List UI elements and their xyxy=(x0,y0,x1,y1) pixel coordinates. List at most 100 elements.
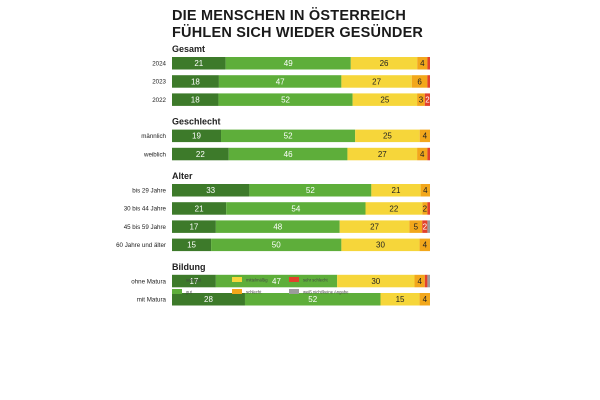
data-label-ohne-matura-gut: 47 xyxy=(272,277,281,286)
bar-gesamt-2022-sehr_schlecht xyxy=(424,93,430,106)
bar-alter-45-bis-59-jahre-weiss_nicht xyxy=(427,220,430,233)
bar-bildung-mit-matura-sehr_gut xyxy=(172,293,245,306)
data-label-ohne-matura-sehr_gut: 17 xyxy=(189,277,198,286)
bar-alter-bis-29-jahre-mittelmaessig xyxy=(371,184,421,197)
bar-alter-30-bis-44-jahre-schlecht xyxy=(422,202,428,215)
bar-alter-30-bis-44-jahre-sehr_schlecht xyxy=(427,202,430,215)
group-label-gesamt: Gesamt xyxy=(172,44,205,54)
row-label-bis-29-jahre: bis 29 Jahre xyxy=(132,187,166,194)
group-label-bildung: Bildung xyxy=(172,262,206,272)
data-label-2023-mittelmaessig: 27 xyxy=(372,77,381,86)
data-label-2024-mittelmaessig: 26 xyxy=(380,59,389,68)
data-label-45-bis-59-jahre-mittelmaessig: 27 xyxy=(370,222,379,231)
bar-alter-bis-29-jahre-schlecht xyxy=(420,184,430,197)
bar-gesamt-2024-mittelmaessig xyxy=(350,57,418,70)
data-label-2023-sehr_gut: 18 xyxy=(191,77,200,86)
bar-alter-45-bis-59-jahre-schlecht xyxy=(409,220,423,233)
legend-label-sehr_gut: sehr gut xyxy=(186,277,202,282)
data-label-mit-matura-sehr_gut: 28 xyxy=(204,295,213,304)
data-label-60-jahre-und-älter-mittelmaessig: 30 xyxy=(376,241,385,250)
row-label-2022: 2022 xyxy=(152,97,166,104)
bar-bildung-ohne-matura-sehr_schlecht xyxy=(424,274,428,288)
legend-label-gut: gut xyxy=(186,289,193,294)
data-label-2024-schlecht: 4 xyxy=(420,59,425,68)
bar-geschlecht-weiblich-mittelmaessig xyxy=(347,147,418,161)
data-label-ohne-matura-mittelmaessig: 30 xyxy=(371,277,380,286)
data-label-60-jahre-und-älter-schlecht: 4 xyxy=(423,241,428,250)
data-label-2024-sehr_gut: 21 xyxy=(194,59,203,68)
legend-swatch-weiss_nicht xyxy=(289,289,299,294)
bar-alter-45-bis-59-jahre-sehr_schlecht xyxy=(422,220,428,233)
legend-label-sehr_schlecht: sehr schlecht xyxy=(303,277,329,282)
legend-label-schlecht: schlecht xyxy=(246,289,262,294)
chart-title: DIE MENSCHEN IN ÖSTERREICH FÜHLEN SICH W… xyxy=(172,8,492,42)
group-label-geschlecht: Geschlecht xyxy=(172,117,221,127)
bar-gesamt-2022-gut xyxy=(218,93,353,106)
bar-alter-bis-29-jahre-gut xyxy=(249,184,372,197)
row-label-weiblich: weiblich xyxy=(143,151,167,158)
row-label-30-bis-44-jahre: 30 bis 44 Jahre xyxy=(124,206,167,213)
bar-alter-45-bis-59-jahre-gut xyxy=(215,220,340,233)
data-label-bis-29-jahre-mittelmaessig: 21 xyxy=(392,186,401,195)
data-label-männlich-schlecht: 4 xyxy=(423,132,428,141)
data-label-2023-schlecht: 6 xyxy=(417,77,422,86)
legend-swatch-sehr_gut xyxy=(172,277,182,282)
data-label-45-bis-59-jahre-sehr_gut: 17 xyxy=(189,222,198,231)
data-label-2022-sehr_schlecht: 2 xyxy=(425,95,430,104)
bar-geschlecht-weiblich-sehr_gut xyxy=(172,147,229,161)
bar-bildung-ohne-matura-schlecht xyxy=(414,274,425,288)
data-label-weiblich-schlecht: 4 xyxy=(420,150,425,159)
bar-geschlecht-männlich-mittelmaessig xyxy=(355,129,420,143)
data-label-weiblich-gut: 46 xyxy=(284,150,293,159)
legend-label-mittelmaessig: mittelmäßig xyxy=(246,277,268,282)
bar-gesamt-2023-schlecht xyxy=(411,75,428,88)
row-label-männlich: männlich xyxy=(141,133,166,140)
data-label-männlich-gut: 52 xyxy=(284,132,293,141)
data-label-männlich-sehr_gut: 19 xyxy=(192,132,201,141)
data-label-45-bis-59-jahre-schlecht: 5 xyxy=(414,222,419,231)
data-label-weiblich-sehr_gut: 22 xyxy=(196,150,205,159)
data-label-2024-gut: 49 xyxy=(284,59,293,68)
data-label-30-bis-44-jahre-mittelmaessig: 22 xyxy=(389,204,398,213)
bar-alter-bis-29-jahre-sehr_gut xyxy=(172,184,250,197)
bar-gesamt-2024-sehr_gut xyxy=(172,57,226,70)
bar-alter-45-bis-59-jahre-sehr_gut xyxy=(172,220,216,233)
group-label-alter: Alter xyxy=(172,171,193,181)
bar-geschlecht-männlich-sehr_gut xyxy=(172,129,222,143)
bar-gesamt-2023-sehr_schlecht xyxy=(427,75,430,88)
bar-gesamt-2022-mittelmaessig xyxy=(352,93,418,106)
data-label-bis-29-jahre-sehr_gut: 33 xyxy=(206,186,215,195)
legend-swatch-mittelmaessig xyxy=(232,277,242,282)
data-label-45-bis-59-jahre-gut: 48 xyxy=(273,222,282,231)
data-label-mit-matura-gut: 52 xyxy=(308,295,317,304)
bar-bildung-mit-matura-gut xyxy=(244,293,381,306)
row-label-45-bis-59-jahre: 45 bis 59 Jahre xyxy=(124,224,167,231)
data-label-45-bis-59-jahre-sehr_schlecht: 2 xyxy=(423,222,428,231)
title-line-1: DIE MENSCHEN IN ÖSTERREICH xyxy=(172,8,406,24)
legend-swatch-schlecht xyxy=(232,289,242,294)
legend-label-weiss_nicht: weiß nicht/keine Angabe xyxy=(303,289,349,294)
bar-geschlecht-männlich-gut xyxy=(221,129,356,143)
data-label-bis-29-jahre-gut: 52 xyxy=(306,186,315,195)
data-label-2023-gut: 47 xyxy=(276,77,285,86)
data-label-2022-gut: 52 xyxy=(281,95,290,104)
data-label-2022-schlecht: 3 xyxy=(419,95,424,104)
bar-bildung-ohne-matura-gut xyxy=(215,274,338,288)
bar-alter-60-jahre-und-älter-schlecht xyxy=(419,238,430,252)
bar-geschlecht-weiblich-schlecht xyxy=(417,147,428,161)
bar-gesamt-2024-sehr_schlecht xyxy=(427,57,430,70)
bar-alter-45-bis-59-jahre-mittelmaessig xyxy=(339,220,410,233)
data-label-60-jahre-und-älter-gut: 50 xyxy=(272,241,281,250)
bar-gesamt-2023-gut xyxy=(218,75,342,88)
bar-alter-60-jahre-und-älter-mittelmaessig xyxy=(341,238,420,252)
title-line-2: FÜHLEN SICH WIEDER GESÜNDER xyxy=(172,25,424,41)
bar-geschlecht-männlich-schlecht xyxy=(419,129,430,143)
row-label-2024: 2024 xyxy=(152,60,166,67)
bar-gesamt-2023-sehr_gut xyxy=(172,75,219,88)
bar-geschlecht-weiblich-gut xyxy=(228,147,348,161)
data-label-30-bis-44-jahre-sehr_gut: 21 xyxy=(195,204,204,213)
data-label-männlich-mittelmaessig: 25 xyxy=(383,132,392,141)
bar-gesamt-2024-gut xyxy=(225,57,351,70)
data-label-ohne-matura-schlecht: 4 xyxy=(417,277,422,286)
